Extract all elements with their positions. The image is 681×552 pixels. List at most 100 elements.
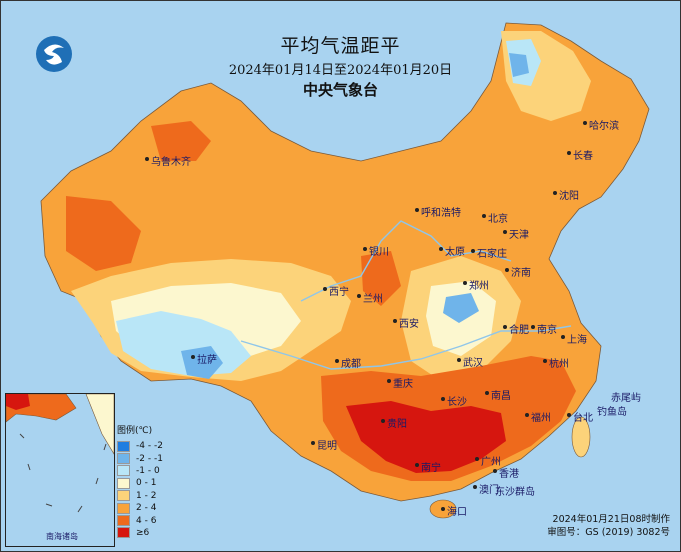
city-label: 台北 bbox=[573, 413, 593, 424]
island-label: 东沙群岛 bbox=[495, 487, 535, 498]
city-label: 南昌 bbox=[491, 391, 511, 402]
legend-title: 图例(℃) bbox=[117, 426, 153, 436]
city-label: 上海 bbox=[567, 335, 587, 346]
cma-logo-icon bbox=[34, 34, 74, 74]
legend-item: 0 - 1 bbox=[117, 477, 177, 489]
city-marker bbox=[475, 457, 479, 461]
city-label: 银川 bbox=[369, 247, 389, 258]
city-label: 石家庄 bbox=[477, 249, 507, 260]
legend-swatch bbox=[117, 490, 130, 502]
city-label: 合肥 bbox=[509, 325, 529, 336]
city-marker bbox=[503, 325, 507, 329]
legend-item: 1 - 2 bbox=[117, 490, 177, 502]
legend-swatch bbox=[117, 477, 130, 489]
legend-label: -4 - -2 bbox=[136, 441, 163, 452]
legend-label: 1 - 2 bbox=[136, 490, 157, 501]
city-label: 沈阳 bbox=[559, 191, 579, 202]
city-marker bbox=[441, 397, 445, 401]
region-minus2-minus1-north bbox=[509, 53, 529, 77]
city-marker bbox=[363, 247, 367, 251]
city-marker bbox=[191, 355, 195, 359]
city-marker bbox=[482, 214, 486, 218]
city-label: 太原 bbox=[445, 247, 465, 258]
city-marker bbox=[381, 419, 385, 423]
city-marker bbox=[583, 121, 587, 125]
legend-item: 4 - 6 bbox=[117, 514, 177, 527]
legend-item: ≥6 bbox=[117, 527, 177, 539]
city-marker bbox=[505, 268, 509, 272]
city-marker bbox=[439, 247, 443, 251]
city-marker bbox=[485, 391, 489, 395]
city-marker bbox=[311, 441, 315, 445]
organization: 中央气象台 bbox=[302, 81, 378, 99]
city-marker bbox=[553, 191, 557, 195]
south-china-sea-inset: 南海诸岛 bbox=[5, 393, 115, 547]
region-4-6-west bbox=[66, 196, 141, 271]
city-marker bbox=[357, 294, 361, 298]
legend-item: -1 - 0 bbox=[117, 465, 177, 477]
legend-item: -2 - -1 bbox=[117, 452, 177, 465]
city-label: 拉萨 bbox=[197, 355, 217, 366]
city-label: 西安 bbox=[399, 319, 419, 330]
city-label: 成都 bbox=[341, 359, 361, 370]
region-minus2-minus1-tibet bbox=[181, 346, 223, 379]
legend-label: -1 - 0 bbox=[136, 465, 160, 476]
city-label: 重庆 bbox=[393, 379, 413, 390]
city-label: 兰州 bbox=[363, 294, 383, 305]
legend-item: -4 - -2 bbox=[117, 440, 177, 452]
region-4-6-north-xj bbox=[151, 121, 211, 161]
footer: 2024年01月21日08时制作 审图号：GS (2019) 3082号 bbox=[547, 513, 670, 539]
city-marker bbox=[323, 287, 327, 291]
city-label: 昆明 bbox=[317, 441, 337, 452]
city-marker bbox=[457, 358, 461, 362]
city-label: 海口 bbox=[447, 507, 467, 518]
city-marker bbox=[561, 335, 565, 339]
map-title: 平均气温距平 bbox=[280, 35, 401, 57]
legend-label: 4 - 6 bbox=[136, 515, 157, 526]
legend-swatch bbox=[117, 515, 130, 527]
legend-swatch bbox=[117, 527, 130, 539]
city-marker bbox=[463, 281, 467, 285]
date-range: 2024年01月14日至2024年01月20日 bbox=[228, 63, 453, 78]
approval-number: 审图号：GS (2019) 3082号 bbox=[547, 527, 670, 538]
legend-label: ≥6 bbox=[136, 527, 150, 538]
city-label: 乌鲁木齐 bbox=[151, 157, 191, 168]
legend-label: -2 - -1 bbox=[136, 453, 163, 464]
city-label: 长春 bbox=[573, 151, 593, 162]
city-marker bbox=[531, 325, 535, 329]
city-marker bbox=[387, 379, 391, 383]
city-marker bbox=[441, 507, 445, 511]
legend-item: 2 - 4 bbox=[117, 502, 177, 514]
legend-label: 0 - 1 bbox=[136, 478, 157, 489]
city-marker bbox=[471, 249, 475, 253]
city-marker bbox=[493, 469, 497, 473]
city-label: 广州 bbox=[481, 457, 501, 468]
city-label: 澳门 bbox=[479, 485, 499, 496]
city-label: 武汉 bbox=[463, 358, 483, 369]
city-marker bbox=[567, 151, 571, 155]
region-ge6-south bbox=[346, 401, 506, 473]
city-marker bbox=[567, 413, 571, 417]
island-label: 钓鱼岛 bbox=[597, 407, 627, 418]
legend-swatch bbox=[117, 465, 130, 477]
city-label: 南京 bbox=[537, 325, 557, 336]
island-label: 赤尾屿 bbox=[611, 393, 641, 404]
legend-swatch bbox=[117, 502, 130, 514]
city-marker bbox=[473, 485, 477, 489]
city-marker bbox=[525, 413, 529, 417]
city-marker bbox=[335, 359, 339, 363]
city-label: 长沙 bbox=[447, 397, 467, 408]
city-label: 香港 bbox=[499, 469, 519, 480]
yangtze-river bbox=[240, 325, 572, 370]
city-label: 哈尔滨 bbox=[589, 121, 619, 132]
city-label: 天津 bbox=[509, 230, 529, 241]
legend-swatch bbox=[117, 440, 130, 452]
city-label: 杭州 bbox=[549, 359, 569, 370]
taiwan-island bbox=[571, 416, 591, 458]
city-marker bbox=[503, 230, 507, 234]
city-label: 西宁 bbox=[329, 287, 349, 298]
city-label: 贵阳 bbox=[387, 419, 407, 430]
city-marker bbox=[145, 157, 149, 161]
city-label: 南宁 bbox=[421, 463, 441, 474]
